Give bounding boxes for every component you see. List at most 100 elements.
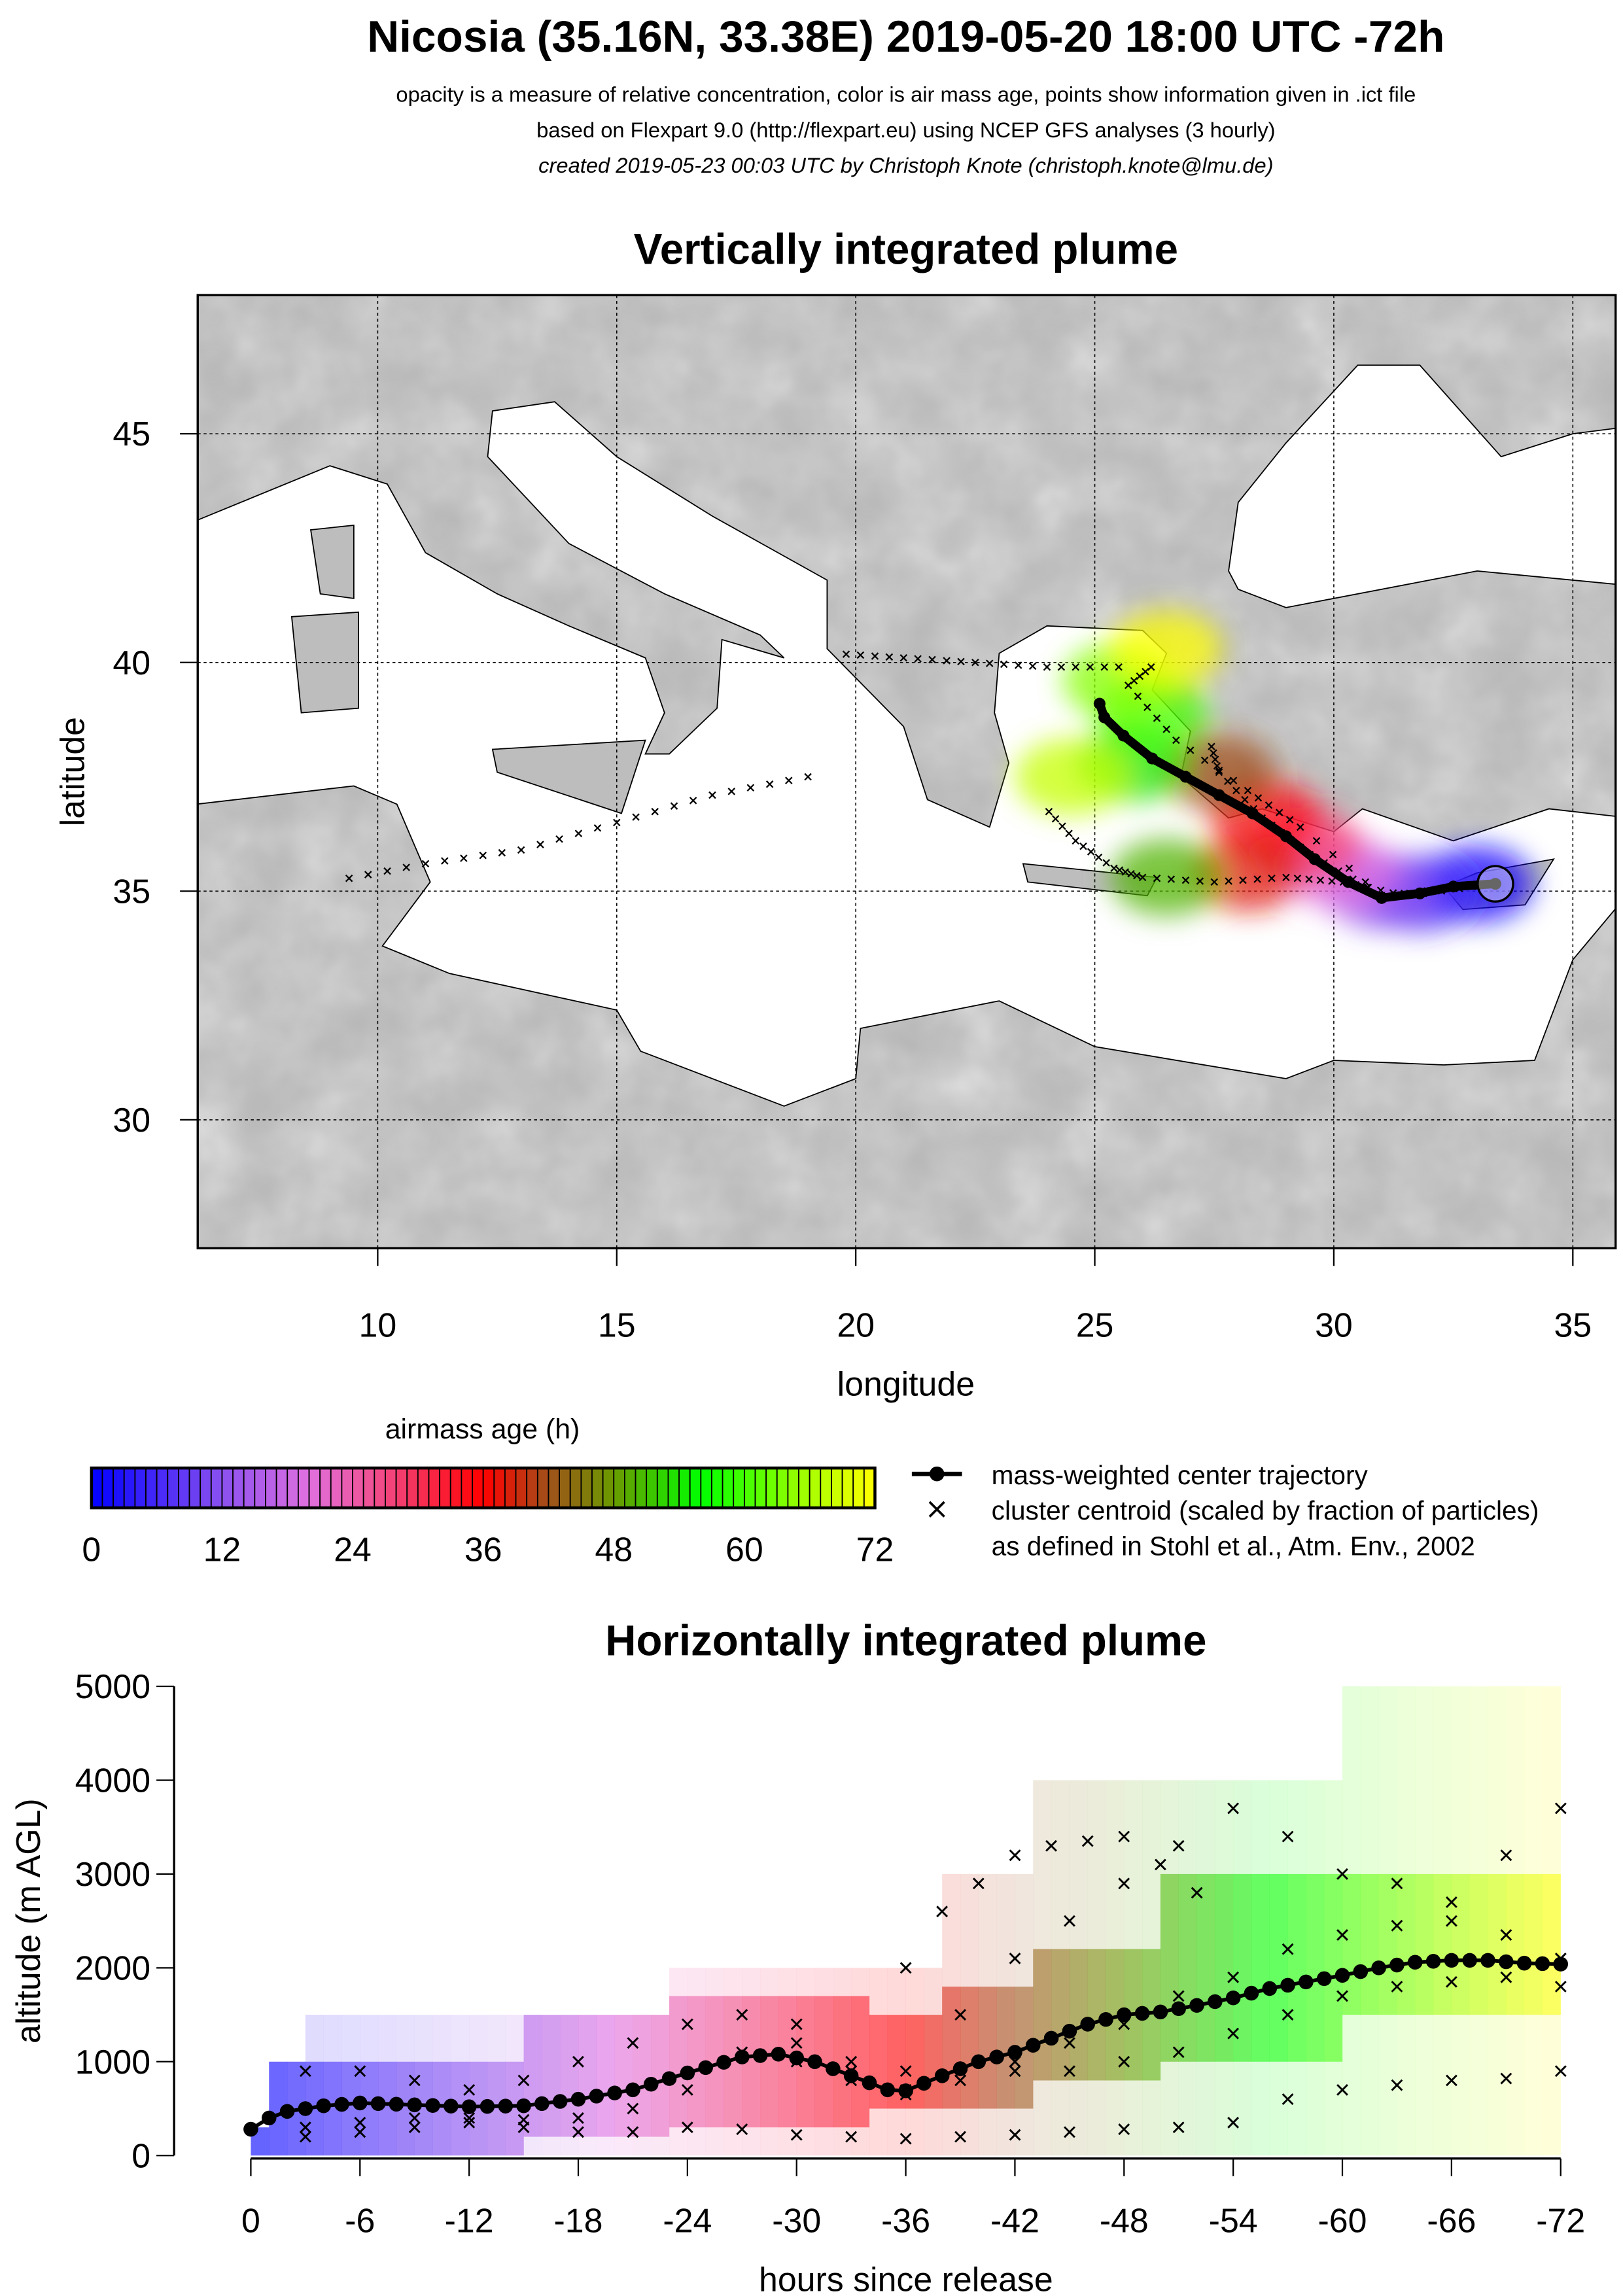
cluster-marker-icon (1181, 876, 1190, 884)
cluster-marker-icon (1265, 801, 1273, 809)
cluster-marker-icon (790, 2037, 803, 2049)
cluster-marker-icon (1282, 2009, 1294, 2021)
cluster-marker-icon (1345, 864, 1353, 873)
center-trajectory-point (1134, 2006, 1150, 2021)
colorbar-segment (515, 1467, 528, 1509)
cluster-marker-icon (632, 813, 640, 821)
cluster-marker-icon (1282, 873, 1290, 882)
plume-band-core (1215, 1873, 1234, 2062)
x-tick-label: 15 (598, 1306, 636, 1344)
cluster-marker-icon (954, 2009, 967, 2021)
cluster-marker-icon (1305, 875, 1313, 883)
cluster-marker-icon (1138, 873, 1147, 882)
plume-band-core (942, 1987, 961, 2109)
cluster-marker-icon (441, 857, 449, 865)
cluster-marker-icon (1500, 2072, 1512, 2085)
cluster-marker-icon (1162, 725, 1170, 733)
center-trajectory-point (1189, 1998, 1204, 2013)
colorbar-segment (776, 1467, 789, 1509)
cluster-marker-icon (1009, 1952, 1021, 1964)
plume-band-core (1542, 1873, 1561, 2015)
cluster-marker-icon (1253, 875, 1261, 883)
cluster-marker-icon (463, 2117, 476, 2129)
center-trajectory-point (407, 2097, 422, 2113)
legend-center-label: mass-weighted center trajectory (992, 1460, 1369, 1490)
center-trajectory-point (1371, 1960, 1386, 1975)
cluster-marker-icon (936, 1905, 949, 1918)
cluster-marker-icon (727, 788, 736, 795)
center-trajectory-point (1489, 878, 1501, 890)
plume-band-core (924, 2015, 943, 2109)
center-trajectory-point (444, 2098, 459, 2113)
cluster-marker-icon (899, 2065, 912, 2078)
cluster-marker-icon (1014, 661, 1022, 669)
subtitle-1: opacity is a measure of relative concent… (396, 82, 1416, 107)
cluster-marker-icon (899, 653, 907, 662)
center-trajectory-point (1262, 1981, 1278, 1996)
colorbar-segment (743, 1467, 756, 1509)
plume-band-core (833, 1996, 852, 2128)
colorbar-segment (113, 1467, 125, 1509)
cluster-marker-icon (1391, 2079, 1403, 2091)
colorbar-segment (765, 1467, 778, 1509)
plume-blob (1110, 610, 1223, 687)
cluster-marker-icon (555, 835, 563, 843)
center-trajectory-point (1553, 1957, 1569, 1972)
center-trajectory-point (880, 2082, 896, 2098)
colorbar-tick-label: 48 (595, 1530, 633, 1568)
map-ylabel: latitude (54, 717, 92, 826)
plume-band-core (1397, 1873, 1416, 2015)
plume-band-core (1469, 1873, 1488, 2015)
colorbar-segment (188, 1467, 201, 1509)
cluster-marker-icon (1227, 2027, 1240, 2040)
colorbar-segment (841, 1467, 854, 1509)
center-trajectory-point (862, 2075, 877, 2091)
cluster-marker-icon (1229, 776, 1238, 784)
center-trajectory-point (807, 2054, 822, 2070)
cluster-marker-icon (1282, 2093, 1294, 2106)
cluster-marker-icon (1445, 1975, 1457, 1988)
center-trajectory-point (661, 2071, 677, 2086)
black-sea (1228, 364, 1616, 608)
colorbar-segment (178, 1467, 190, 1509)
center-trajectory-point (1499, 1954, 1514, 1970)
y-tick-label: 5000 (75, 1667, 150, 1705)
cluster-marker-icon (1142, 667, 1149, 676)
center-trajectory-point (1153, 2004, 1168, 2020)
colorbar-segment (232, 1467, 245, 1509)
center-trajectory-point (1353, 1964, 1369, 1979)
colorbar-segment (548, 1467, 561, 1509)
x-tick-label: -42 (990, 2202, 1039, 2240)
plume-band-core (1324, 1873, 1343, 2062)
center-trajectory-point (1389, 1957, 1405, 1973)
cluster-marker-icon (1009, 2129, 1021, 2141)
cluster-marker-icon (572, 2126, 584, 2138)
cluster-marker-icon (408, 2112, 421, 2124)
center-trajectory-point (752, 2048, 768, 2063)
center-trajectory-point (698, 2060, 713, 2076)
cluster-marker-icon (1147, 663, 1155, 671)
cluster-marker-icon (627, 2037, 639, 2049)
center-trajectory-point (1299, 1974, 1314, 1990)
center-trajectory-point (1444, 1953, 1459, 1968)
cluster-marker-icon (972, 1877, 985, 1890)
cluster-marker-icon (402, 863, 410, 871)
cluster-marker-icon (1554, 2065, 1567, 2078)
cluster-marker-icon (1241, 795, 1249, 804)
plume-band-core (960, 1987, 979, 2109)
plume-band-core (523, 2015, 542, 2137)
map-panel (198, 295, 1616, 1249)
center-trajectory-point (316, 2098, 331, 2113)
plume-band-core (1160, 1873, 1179, 2062)
cluster-marker-icon (954, 2074, 967, 2087)
cluster-marker-icon (1118, 2123, 1130, 2136)
plume-band-core (614, 2015, 633, 2137)
cluster-marker-icon (871, 652, 879, 660)
cluster-marker-icon (463, 2083, 476, 2096)
cluster-marker-icon (408, 2121, 421, 2134)
cluster-marker-icon (971, 658, 979, 667)
cluster-marker-icon (345, 874, 353, 882)
center-trajectory-point (1244, 1985, 1259, 2001)
center-trajectory-point (389, 2096, 404, 2112)
cluster-marker-icon (1391, 1981, 1403, 1992)
